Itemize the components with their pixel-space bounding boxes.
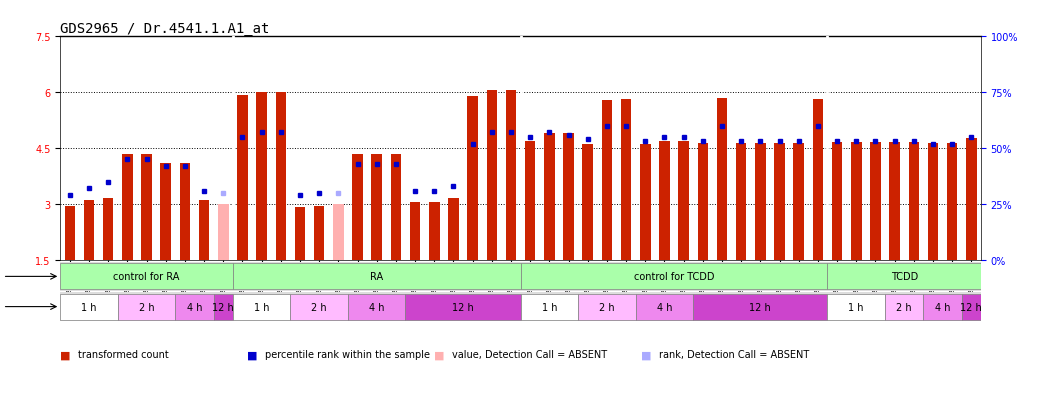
Bar <box>827 264 981 290</box>
Text: control for RA: control for RA <box>113 272 180 282</box>
Bar <box>180 164 190 260</box>
Text: GDS2965 / Dr.4541.1.A1_at: GDS2965 / Dr.4541.1.A1_at <box>60 22 270 36</box>
Bar <box>924 294 962 320</box>
Text: 12 h: 12 h <box>749 302 771 312</box>
Bar <box>390 154 401 260</box>
Bar <box>621 100 631 260</box>
Bar <box>693 294 827 320</box>
Text: ■: ■ <box>434 349 444 359</box>
Bar <box>928 144 938 260</box>
Bar <box>295 207 305 260</box>
Bar <box>851 143 862 260</box>
Text: 12 h: 12 h <box>453 302 474 312</box>
Bar <box>635 294 693 320</box>
Bar <box>237 96 248 260</box>
Text: rank, Detection Call = ABSENT: rank, Detection Call = ABSENT <box>659 349 810 359</box>
Text: transformed count: transformed count <box>78 349 168 359</box>
Bar <box>521 264 827 290</box>
Text: 2 h: 2 h <box>311 302 327 312</box>
Bar <box>233 264 521 290</box>
Bar <box>525 141 536 260</box>
Text: 1 h: 1 h <box>542 302 557 312</box>
Text: 1 h: 1 h <box>81 302 97 312</box>
Bar <box>678 141 689 260</box>
Text: 12 h: 12 h <box>213 302 235 312</box>
Bar <box>716 99 728 260</box>
Bar <box>175 294 214 320</box>
Bar <box>640 144 651 260</box>
Text: 4 h: 4 h <box>935 302 951 312</box>
Text: ■: ■ <box>60 349 71 359</box>
Bar <box>291 294 348 320</box>
Bar <box>827 294 885 320</box>
Text: 4 h: 4 h <box>368 302 384 312</box>
Bar <box>467 97 477 260</box>
Bar <box>831 143 842 260</box>
Text: ■: ■ <box>247 349 257 359</box>
Text: ■: ■ <box>641 349 652 359</box>
Bar <box>755 144 766 260</box>
Text: 2 h: 2 h <box>897 302 912 312</box>
Bar <box>578 294 635 320</box>
Bar <box>60 294 117 320</box>
Bar <box>348 294 406 320</box>
Bar <box>60 264 233 290</box>
Bar <box>564 134 574 260</box>
Bar <box>659 141 670 260</box>
Text: 2 h: 2 h <box>599 302 614 312</box>
Bar <box>870 143 880 260</box>
Bar <box>199 201 210 260</box>
Bar <box>908 143 919 260</box>
Bar <box>521 294 578 320</box>
Bar <box>890 143 900 260</box>
Bar <box>506 91 516 260</box>
Bar <box>487 91 497 260</box>
Bar <box>161 164 171 260</box>
Bar <box>333 204 344 260</box>
Text: 4 h: 4 h <box>657 302 673 312</box>
Bar <box>966 138 977 260</box>
Bar <box>544 134 554 260</box>
Bar <box>84 201 94 260</box>
Bar <box>885 294 924 320</box>
Bar <box>698 144 708 260</box>
Bar <box>218 204 228 260</box>
Text: percentile rank within the sample: percentile rank within the sample <box>265 349 430 359</box>
Bar <box>313 206 325 260</box>
Text: control for TCDD: control for TCDD <box>634 272 714 282</box>
Bar <box>141 154 152 260</box>
Text: TCDD: TCDD <box>891 272 918 282</box>
Text: 4 h: 4 h <box>187 302 202 312</box>
Bar <box>406 294 521 320</box>
Bar <box>813 100 823 260</box>
Text: 2 h: 2 h <box>139 302 155 312</box>
Bar <box>233 294 291 320</box>
Bar <box>103 199 113 260</box>
Bar <box>372 154 382 260</box>
Text: 12 h: 12 h <box>960 302 982 312</box>
Bar <box>256 93 267 260</box>
Bar <box>352 154 363 260</box>
Text: 1 h: 1 h <box>254 302 269 312</box>
Bar <box>947 144 957 260</box>
Bar <box>410 203 420 260</box>
Bar <box>736 144 746 260</box>
Bar <box>117 294 175 320</box>
Text: value, Detection Call = ABSENT: value, Detection Call = ABSENT <box>452 349 606 359</box>
Bar <box>582 145 593 260</box>
Bar <box>64 206 75 260</box>
Bar <box>774 144 785 260</box>
Bar <box>793 144 804 260</box>
Bar <box>602 100 612 260</box>
Bar <box>962 294 981 320</box>
Text: RA: RA <box>371 272 383 282</box>
Bar <box>429 203 439 260</box>
Bar <box>214 294 233 320</box>
Bar <box>122 154 133 260</box>
Text: 1 h: 1 h <box>848 302 864 312</box>
Bar <box>448 199 459 260</box>
Bar <box>275 93 286 260</box>
